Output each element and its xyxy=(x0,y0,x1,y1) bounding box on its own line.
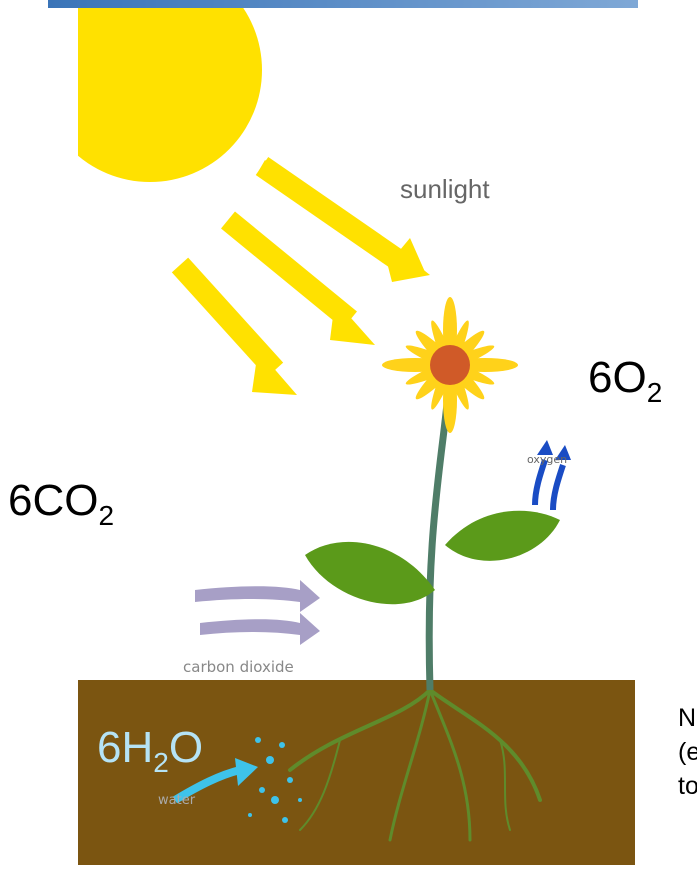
formula: 6O2 xyxy=(588,353,662,408)
cut-text: to xyxy=(678,772,697,800)
label: sunlight xyxy=(400,174,490,204)
formula-part: 6CO xyxy=(8,476,98,525)
top-bar xyxy=(48,0,638,8)
formula: 6H2O xyxy=(97,723,203,778)
page: {"illustration": {"sunlight": "sunlight"… xyxy=(0,0,697,881)
photosynthesis-illustration: sunlight oxygen carbon dioxide water 6H2… xyxy=(38,0,635,865)
formula-part: 6H xyxy=(97,723,153,772)
cut-text: N xyxy=(678,704,696,732)
formula: 6CO2 xyxy=(8,476,114,531)
subscript: 2 xyxy=(647,377,663,408)
formula-part: O xyxy=(169,723,203,772)
subscript: 2 xyxy=(153,747,169,778)
subscript: 2 xyxy=(98,500,114,531)
label: water xyxy=(158,793,196,808)
cut-text: (e xyxy=(678,738,697,766)
slide: sunlight oxygen carbon dioxide water 6H2… xyxy=(0,0,697,881)
label: carbon dioxide xyxy=(183,658,294,676)
formula-part: 6O xyxy=(588,353,647,402)
label: oxygen xyxy=(527,453,567,466)
